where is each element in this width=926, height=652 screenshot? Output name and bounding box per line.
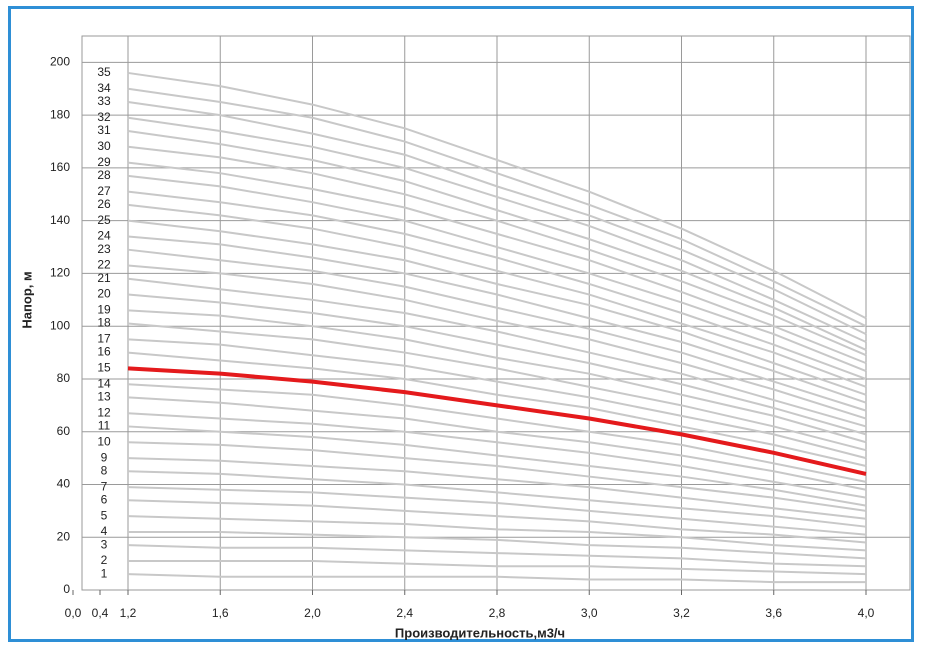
x-tick-label: 0,0 bbox=[65, 606, 82, 620]
series-line bbox=[127, 264, 867, 420]
series-line bbox=[127, 87, 867, 328]
series-line bbox=[127, 366, 867, 476]
series-label: 3 bbox=[101, 537, 108, 551]
series-line bbox=[127, 544, 867, 568]
series-label: 10 bbox=[97, 434, 111, 448]
y-tick-label: 80 bbox=[57, 371, 71, 385]
series-label: 25 bbox=[97, 213, 111, 227]
x-tick-label: 2,8 bbox=[489, 606, 506, 620]
series-line bbox=[127, 129, 867, 351]
series-label: 16 bbox=[97, 345, 111, 359]
series-label: 19 bbox=[97, 303, 111, 317]
series-label: 20 bbox=[97, 287, 111, 301]
x-tick-label: 2,4 bbox=[396, 606, 413, 620]
series-label: 13 bbox=[97, 390, 111, 404]
series-label: 18 bbox=[97, 316, 111, 330]
series-label: 9 bbox=[101, 450, 108, 464]
series-line bbox=[127, 515, 867, 552]
series-label: 7 bbox=[101, 479, 108, 493]
series-line bbox=[127, 396, 867, 491]
series-label: 31 bbox=[97, 123, 111, 137]
series-label: 5 bbox=[101, 508, 108, 522]
series-line bbox=[127, 219, 867, 396]
series-line bbox=[127, 161, 867, 365]
series-line bbox=[127, 309, 867, 444]
x-tick-label: 2,0 bbox=[304, 606, 321, 620]
series-label: 27 bbox=[97, 184, 111, 198]
series-line bbox=[127, 338, 867, 460]
y-tick-label: 120 bbox=[50, 266, 70, 280]
series-label: 4 bbox=[101, 524, 108, 538]
series-label: 34 bbox=[97, 81, 111, 95]
series-label: 22 bbox=[97, 258, 111, 272]
series-label: 14 bbox=[97, 376, 111, 390]
series-line bbox=[127, 235, 867, 404]
series-line bbox=[127, 383, 867, 483]
x-tick-label: 3,2 bbox=[673, 606, 690, 620]
y-tick-label: 180 bbox=[50, 107, 70, 121]
x-tick-label: 4,0 bbox=[858, 606, 875, 620]
y-tick-label: 20 bbox=[57, 529, 71, 543]
series-label: 12 bbox=[97, 405, 111, 419]
series-label: 2 bbox=[101, 553, 108, 567]
frame bbox=[8, 6, 914, 642]
series-line bbox=[127, 203, 867, 388]
series-line bbox=[127, 573, 866, 584]
series-label: 29 bbox=[97, 155, 111, 169]
series-line bbox=[127, 174, 867, 372]
y-axis-label: Напор, м bbox=[19, 271, 34, 328]
series-line bbox=[127, 190, 867, 380]
series-line bbox=[127, 293, 867, 436]
series-label: 35 bbox=[97, 65, 111, 79]
series-line bbox=[127, 277, 867, 428]
series-line bbox=[128, 530, 867, 560]
y-tick-label: 60 bbox=[57, 424, 71, 438]
series-label: 21 bbox=[97, 271, 111, 285]
y-tick-label: 140 bbox=[50, 213, 70, 227]
series-label: 8 bbox=[101, 463, 108, 477]
series-line bbox=[127, 470, 867, 528]
series-line bbox=[127, 499, 867, 544]
series-label: 28 bbox=[97, 168, 111, 182]
series-label: 32 bbox=[97, 110, 111, 124]
x-tick-label: 3,6 bbox=[765, 606, 782, 620]
y-tick-label: 160 bbox=[50, 160, 70, 174]
y-tick-label: 200 bbox=[50, 55, 70, 69]
x-tick-label: 3,0 bbox=[581, 606, 598, 620]
series-label: 15 bbox=[97, 361, 111, 375]
series-label: 23 bbox=[97, 242, 111, 256]
x-tick-label: 0,4 bbox=[92, 606, 109, 620]
series-line bbox=[127, 457, 867, 520]
y-tick-label: 40 bbox=[57, 477, 71, 491]
y-tick-label: 100 bbox=[50, 318, 70, 332]
series-label: 11 bbox=[98, 419, 111, 433]
series-line bbox=[127, 412, 867, 499]
series-label: 24 bbox=[97, 229, 111, 243]
series-line bbox=[127, 322, 867, 452]
series-line bbox=[128, 559, 867, 576]
series-line bbox=[127, 100, 867, 336]
series-line bbox=[127, 351, 867, 467]
series-line bbox=[127, 441, 867, 512]
series-label: 26 bbox=[97, 197, 111, 211]
series-label: 6 bbox=[101, 492, 108, 506]
series-line bbox=[127, 71, 867, 320]
series-line bbox=[127, 248, 867, 412]
series-line bbox=[127, 425, 867, 507]
series-line bbox=[127, 145, 867, 357]
series-label: 30 bbox=[97, 139, 111, 153]
series-label: 1 bbox=[101, 566, 108, 580]
series-line bbox=[127, 486, 867, 536]
series-label: 17 bbox=[97, 332, 111, 346]
series-label: 33 bbox=[97, 94, 111, 108]
x-tick-label: 1,2 bbox=[120, 606, 137, 620]
y-tick-label: 0 bbox=[63, 582, 70, 596]
x-tick-label: 1,6 bbox=[212, 606, 229, 620]
x-axis-label: Производительность,м3/ч bbox=[395, 625, 565, 640]
series-line bbox=[127, 116, 867, 343]
